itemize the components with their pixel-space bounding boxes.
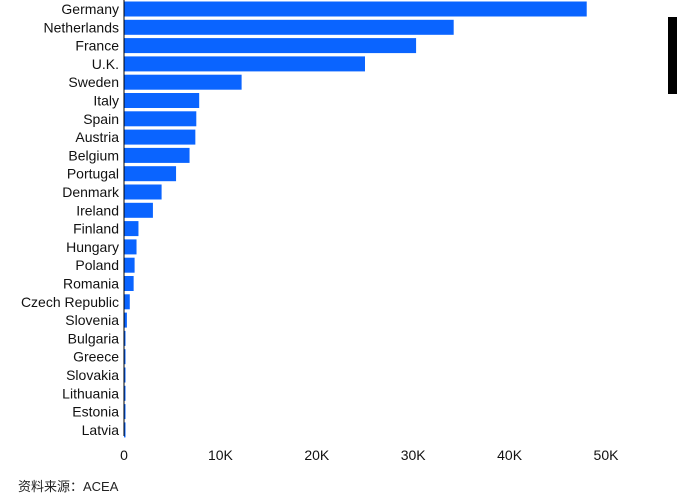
bar-greece — [124, 349, 126, 365]
bar-slovakia — [124, 367, 126, 383]
bar-spain — [124, 111, 197, 127]
x-tick-label: 20K — [304, 447, 330, 463]
category-label: Czech Republic — [21, 294, 119, 310]
bar-sweden — [124, 74, 242, 90]
edge-marker — [668, 17, 677, 94]
bar-hungary — [124, 239, 137, 255]
bar-lithuania — [124, 385, 126, 401]
bar-italy — [124, 93, 200, 108]
category-label: Poland — [75, 257, 119, 273]
x-axis-ticks: 0 10K 20K 30K 40K 50K — [120, 447, 619, 463]
category-label: Spain — [83, 111, 119, 127]
category-label: Sweden — [68, 74, 119, 90]
category-label: Greece — [73, 349, 119, 365]
x-tick-label: 40K — [497, 447, 523, 463]
x-tick-label: 10K — [208, 447, 234, 463]
bar-netherlands — [124, 19, 454, 35]
category-label: Portugal — [67, 166, 119, 182]
category-label: Hungary — [66, 239, 119, 255]
bar-czech-republic — [124, 294, 130, 310]
bar-ireland — [124, 202, 153, 218]
bar-france — [124, 38, 417, 54]
category-label: Slovenia — [65, 312, 119, 328]
category-label: Romania — [63, 276, 119, 292]
category-label: Ireland — [76, 202, 119, 218]
category-label: Finland — [73, 221, 119, 237]
category-label: France — [75, 38, 119, 54]
category-label: Germany — [61, 1, 119, 17]
bar-bulgaria — [124, 330, 126, 346]
category-label: Italy — [93, 93, 119, 109]
bar-u-k- — [124, 56, 365, 72]
x-tick-label: 0 — [120, 447, 128, 463]
bars-group — [124, 1, 587, 438]
bar-belgium — [124, 147, 190, 163]
category-label: Estonia — [72, 404, 119, 420]
category-label: U.K. — [92, 56, 119, 72]
bar-poland — [124, 257, 135, 273]
category-label: Latvia — [82, 422, 120, 438]
bar-austria — [124, 129, 196, 145]
category-label: Lithuania — [62, 385, 119, 401]
bar-estonia — [124, 404, 126, 420]
bar-finland — [124, 221, 139, 237]
bar-latvia — [124, 422, 126, 438]
bar-germany — [124, 1, 587, 17]
category-label: Bulgaria — [68, 330, 120, 346]
x-tick-label: 30K — [401, 447, 427, 463]
category-label: Austria — [75, 129, 119, 145]
category-label: Denmark — [62, 184, 120, 200]
bar-portugal — [124, 166, 177, 182]
category-label: Netherlands — [44, 19, 120, 35]
category-label: Belgium — [68, 147, 119, 163]
bar-romania — [124, 276, 134, 291]
category-labels: Germany Netherlands France U.K. Sweden Italy S… — [21, 1, 120, 438]
category-label: Slovakia — [66, 367, 119, 383]
bar-slovenia — [124, 312, 127, 328]
source-note: 资料来源：ACEA — [18, 479, 119, 494]
bar-chart: Germany Netherlands France U.K. Sweden Italy S… — [21, 0, 619, 463]
x-tick-label: 50K — [594, 447, 620, 463]
bar-denmark — [124, 184, 162, 200]
